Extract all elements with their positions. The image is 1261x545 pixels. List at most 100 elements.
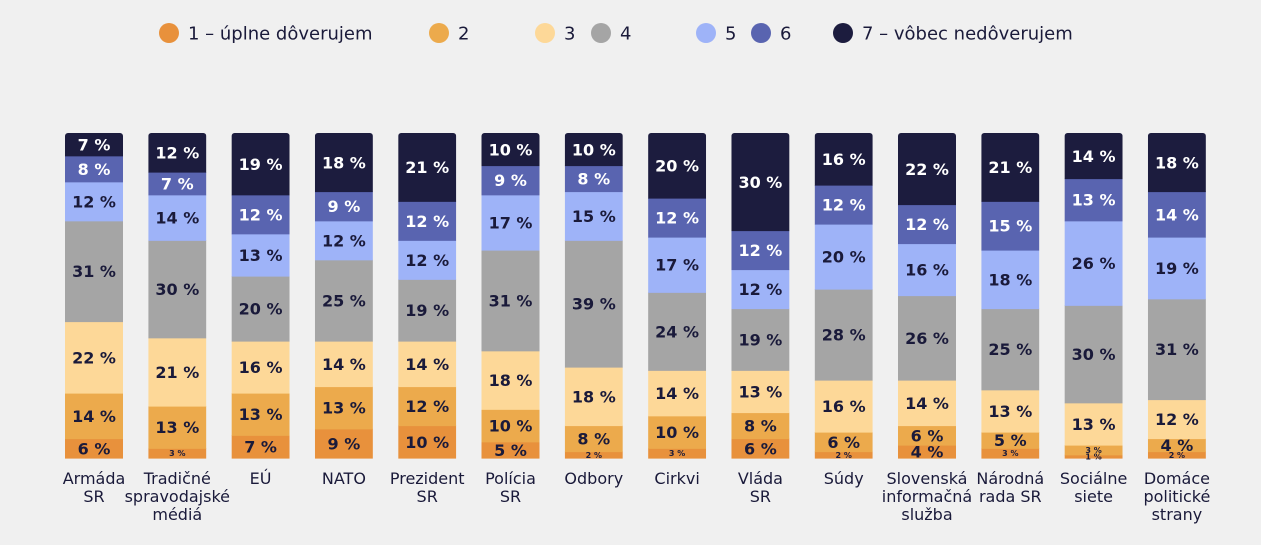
- bar-segment-2-4: [148, 240, 207, 339]
- data-label-3-3: 16 %: [239, 358, 283, 377]
- data-label-13-2: 3 %: [1085, 446, 1101, 455]
- bar-segment-5-5: [398, 240, 457, 280]
- bar-segment-7-5: [564, 191, 623, 241]
- legend-marker-7: [833, 23, 853, 43]
- data-label-6-4: 31 %: [489, 291, 533, 310]
- legend-marker-5: [696, 23, 716, 43]
- data-label-3-4: 20 %: [239, 300, 283, 319]
- category-label-2: Tradičné spravodajské médiá: [125, 469, 230, 524]
- bar-segment-6-5: [481, 194, 540, 251]
- bar-segment-9-2: [731, 412, 790, 440]
- data-label-10-6: 12 %: [822, 196, 866, 215]
- bar-segment-11-6: [898, 204, 956, 245]
- data-label-4-7: 18 %: [322, 153, 366, 172]
- data-label-1-3: 22 %: [72, 348, 116, 367]
- bar-segment-14-2: [1147, 438, 1206, 453]
- legend-marker-2: [429, 23, 449, 43]
- bar-segment-14-3: [1147, 399, 1206, 440]
- category-label-10: Súdy: [824, 469, 864, 488]
- bar-segment-10-4: [814, 289, 873, 381]
- bar-segment-8-2: [648, 415, 707, 449]
- data-label-13-1: 1 %: [1085, 452, 1101, 461]
- bar-segment-2-2: [148, 406, 207, 449]
- data-label-5-7: 21 %: [405, 158, 449, 177]
- legend-marker-6: [751, 23, 771, 43]
- data-label-3-6: 12 %: [239, 205, 283, 224]
- bar-group-2: 3 % 13 % 21 % 30 % 14 % 7 % 12 %: [148, 133, 207, 459]
- bar-segment-8-5: [648, 237, 707, 293]
- data-label-5-6: 12 %: [405, 212, 449, 231]
- data-label-1-6: 8 %: [78, 160, 111, 179]
- bar-segment-9-7: [731, 133, 790, 232]
- bar-segment-1-4: [65, 220, 123, 323]
- data-label-9-7: 30 %: [738, 173, 782, 192]
- data-label-13-5: 26 %: [1072, 254, 1116, 273]
- data-label-7-1: 2 %: [586, 451, 602, 460]
- data-label-8-6: 12 %: [655, 209, 699, 228]
- bar-segment-2-3: [148, 337, 207, 407]
- data-label-5-4: 19 %: [405, 301, 449, 320]
- data-label-5-3: 14 %: [405, 355, 449, 374]
- bar-segment-7-3: [564, 367, 623, 427]
- data-label-1-4: 31 %: [72, 262, 116, 281]
- bar-segment-1-6: [65, 155, 123, 183]
- data-label-6-5: 17 %: [489, 213, 533, 232]
- bar-segment-1-5: [65, 181, 123, 222]
- bar-segment-14-5: [1147, 237, 1206, 300]
- data-label-9-6: 12 %: [738, 241, 782, 260]
- data-label-10-7: 16 %: [822, 150, 866, 169]
- bar-segment-13-4: [1064, 305, 1123, 404]
- bar-segment-4-3: [314, 341, 373, 388]
- bar-segment-8-6: [648, 198, 707, 238]
- bar-segment-6-2: [481, 409, 540, 443]
- bar-segment-12-3: [981, 389, 1040, 433]
- bar-segment-12-2: [981, 432, 1040, 449]
- bar-segment-11-4: [898, 295, 956, 381]
- data-label-4-3: 14 %: [322, 355, 366, 374]
- data-label-8-7: 20 %: [655, 157, 699, 176]
- bar-segment-8-1: [648, 448, 707, 459]
- data-label-3-7: 19 %: [239, 155, 283, 174]
- data-label-7-4: 39 %: [572, 295, 616, 314]
- data-label-9-5: 12 %: [738, 280, 782, 299]
- data-label-11-7: 22 %: [905, 160, 949, 179]
- bar-segment-2-5: [148, 194, 207, 241]
- data-label-10-3: 16 %: [822, 397, 866, 416]
- data-label-4-1: 9 %: [328, 434, 361, 453]
- bar-group-1: 6 % 14 % 22 % 31 % 12 % 8 % 7 %: [65, 133, 123, 459]
- data-label-7-2: 8 %: [577, 430, 610, 449]
- bar-group-14: 2 %4 % 12 % 31 % 19 % 14 % 18 %: [1147, 133, 1206, 460]
- bar-segment-5-1: [398, 425, 457, 459]
- data-label-6-1: 5 %: [494, 441, 527, 460]
- legend-marker-4: [591, 23, 611, 43]
- bar-segment-7-4: [564, 240, 623, 368]
- category-label-7: Odbory: [564, 469, 623, 488]
- bar-group-13: 1 %3 % 13 % 30 % 26 % 13 % 14 %: [1064, 133, 1123, 461]
- bar-segment-9-5: [731, 269, 790, 310]
- bar-segment-10-5: [814, 224, 873, 290]
- bar-segment-12-5: [981, 250, 1040, 310]
- data-label-13-6: 13 %: [1072, 191, 1116, 210]
- bar-segment-9-3: [731, 370, 790, 414]
- data-label-2-1: 3 %: [169, 449, 185, 458]
- bar-segment-11-2: [898, 425, 956, 446]
- category-label-5: Prezident SR: [390, 469, 465, 506]
- legend-label-5: 5: [725, 24, 736, 45]
- data-label-4-2: 13 %: [322, 399, 366, 418]
- data-label-12-1: 3 %: [1002, 449, 1018, 458]
- bar-segment-12-1: [981, 448, 1040, 459]
- bar-segment-8-3: [648, 370, 707, 417]
- data-label-11-3: 14 %: [905, 394, 949, 413]
- data-label-9-1: 6 %: [744, 439, 777, 458]
- data-label-12-2: 5 %: [994, 431, 1027, 450]
- data-label-14-2: 4 %: [1161, 436, 1194, 455]
- bar-group-6: 5 % 10 % 18 % 31 % 17 % 9 % 10 %: [481, 133, 540, 460]
- data-label-13-4: 30 %: [1072, 345, 1116, 364]
- bar-segment-4-4: [314, 259, 373, 342]
- bar-segment-4-6: [314, 191, 373, 222]
- data-label-3-5: 13 %: [239, 246, 283, 265]
- bar-segment-6-3: [481, 350, 540, 410]
- bar-segment-2-1: [148, 448, 207, 459]
- data-label-1-7: 7 %: [78, 135, 111, 154]
